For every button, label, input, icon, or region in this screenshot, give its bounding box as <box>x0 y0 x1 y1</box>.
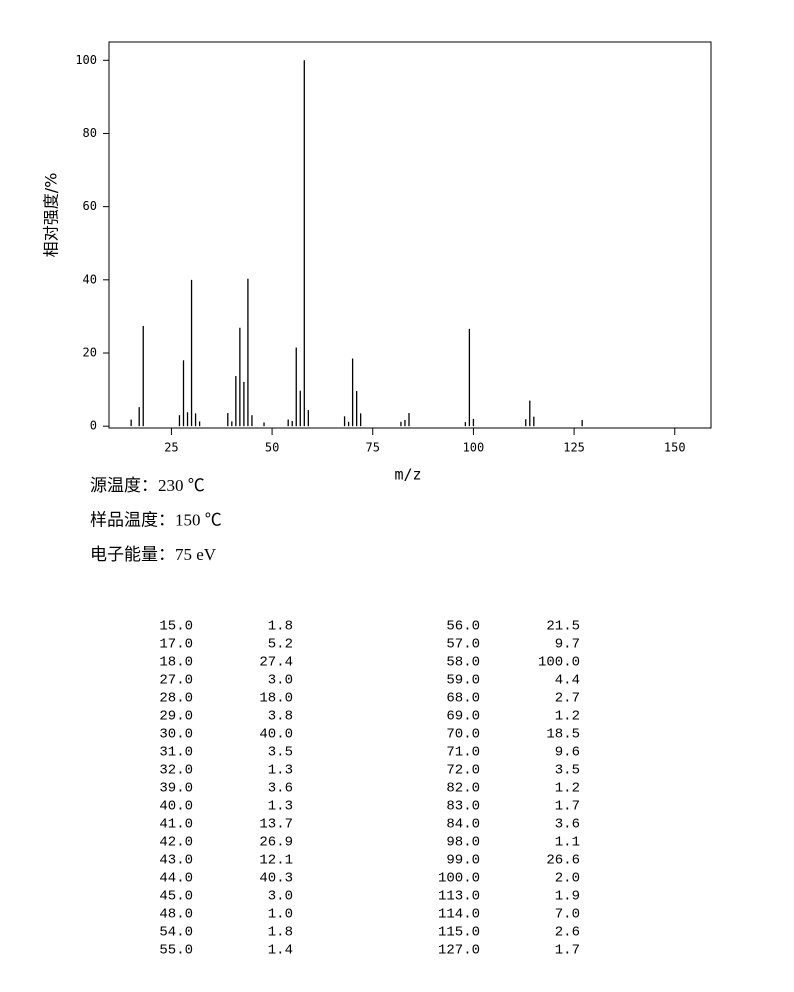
table-cell: 1.8 <box>268 619 293 635</box>
table-cell: 1.8 <box>268 925 293 941</box>
table-cell: 40.0 <box>259 727 293 743</box>
y-tick-label: 40 <box>83 272 97 286</box>
condition: 电子能量：75 eV <box>90 545 217 564</box>
table-cell: 1.1 <box>555 835 580 851</box>
table-cell: 3.5 <box>555 763 580 779</box>
table-cell: 18.5 <box>546 727 580 743</box>
table-cell: 28.0 <box>159 691 193 707</box>
table-cell: 1.2 <box>555 781 580 797</box>
table-cell: 3.0 <box>268 673 293 689</box>
y-tick-label: 20 <box>83 345 97 359</box>
table-cell: 39.0 <box>159 781 193 797</box>
table-cell: 1.2 <box>555 709 580 725</box>
table-cell: 1.4 <box>268 943 293 959</box>
x-tick-label: 125 <box>563 441 585 455</box>
x-tick-label: 25 <box>164 441 178 455</box>
table-cell: 17.0 <box>159 637 193 653</box>
y-tick-label: 80 <box>83 126 97 140</box>
y-tick-label: 0 <box>90 419 97 433</box>
y-tick-label: 100 <box>75 53 97 67</box>
table-cell: 27.4 <box>259 655 293 671</box>
table-cell: 7.0 <box>555 907 580 923</box>
table-cell: 13.7 <box>259 817 293 833</box>
table-cell: 82.0 <box>446 781 480 797</box>
table-cell: 21.5 <box>546 619 580 635</box>
table-cell: 2.0 <box>555 871 580 887</box>
table-cell: 98.0 <box>446 835 480 851</box>
table-cell: 5.2 <box>268 637 293 653</box>
table-cell: 9.7 <box>555 637 580 653</box>
table-cell: 71.0 <box>446 745 480 761</box>
x-tick-label: 100 <box>463 441 485 455</box>
table-cell: 1.3 <box>268 763 293 779</box>
table-cell: 40.0 <box>159 799 193 815</box>
table-cell: 31.0 <box>159 745 193 761</box>
table-cell: 70.0 <box>446 727 480 743</box>
table-cell: 100.0 <box>538 655 580 671</box>
table-cell: 1.7 <box>555 943 580 959</box>
table-cell: 1.9 <box>555 889 580 905</box>
condition: 源温度：230 ℃ <box>90 476 205 495</box>
table-cell: 3.5 <box>268 745 293 761</box>
table-cell: 57.0 <box>446 637 480 653</box>
x-axis-label: m/z <box>394 466 421 484</box>
x-tick-label: 75 <box>366 441 380 455</box>
table-cell: 4.4 <box>555 673 580 689</box>
table-cell: 1.0 <box>268 907 293 923</box>
table-cell: 2.7 <box>555 691 580 707</box>
table-cell: 18.0 <box>259 691 293 707</box>
table-cell: 84.0 <box>446 817 480 833</box>
table-cell: 40.3 <box>259 871 293 887</box>
condition: 样品温度：150 ℃ <box>90 510 222 529</box>
x-tick-label: 150 <box>664 441 686 455</box>
table-cell: 44.0 <box>159 871 193 887</box>
table-cell: 12.1 <box>259 853 293 869</box>
table-cell: 54.0 <box>159 925 193 941</box>
table-cell: 48.0 <box>159 907 193 923</box>
table-cell: 30.0 <box>159 727 193 743</box>
table-cell: 100.0 <box>438 871 480 887</box>
table-cell: 26.6 <box>546 853 580 869</box>
table-cell: 68.0 <box>446 691 480 707</box>
table-cell: 45.0 <box>159 889 193 905</box>
table-cell: 18.0 <box>159 655 193 671</box>
table-cell: 56.0 <box>446 619 480 635</box>
table-cell: 9.6 <box>555 745 580 761</box>
table-cell: 1.7 <box>555 799 580 815</box>
table-cell: 26.9 <box>259 835 293 851</box>
table-cell: 114.0 <box>438 907 480 923</box>
table-cell: 29.0 <box>159 709 193 725</box>
table-cell: 42.0 <box>159 835 193 851</box>
table-cell: 3.8 <box>268 709 293 725</box>
table-cell: 58.0 <box>446 655 480 671</box>
table-cell: 113.0 <box>438 889 480 905</box>
table-cell: 27.0 <box>159 673 193 689</box>
table-cell: 83.0 <box>446 799 480 815</box>
table-cell: 2.6 <box>555 925 580 941</box>
table-cell: 3.0 <box>268 889 293 905</box>
x-tick-label: 50 <box>265 441 279 455</box>
table-cell: 41.0 <box>159 817 193 833</box>
table-cell: 15.0 <box>159 619 193 635</box>
table-cell: 3.6 <box>268 781 293 797</box>
table-cell: 99.0 <box>446 853 480 869</box>
table-cell: 43.0 <box>159 853 193 869</box>
table-cell: 32.0 <box>159 763 193 779</box>
table-cell: 127.0 <box>438 943 480 959</box>
y-axis-label: 相对强度/% <box>42 173 61 258</box>
table-cell: 72.0 <box>446 763 480 779</box>
table-cell: 59.0 <box>446 673 480 689</box>
table-cell: 3.6 <box>555 817 580 833</box>
y-tick-label: 60 <box>83 199 97 213</box>
table-cell: 55.0 <box>159 943 193 959</box>
table-cell: 1.3 <box>268 799 293 815</box>
plot-frame <box>108 41 712 429</box>
table-cell: 69.0 <box>446 709 480 725</box>
table-cell: 115.0 <box>438 925 480 941</box>
